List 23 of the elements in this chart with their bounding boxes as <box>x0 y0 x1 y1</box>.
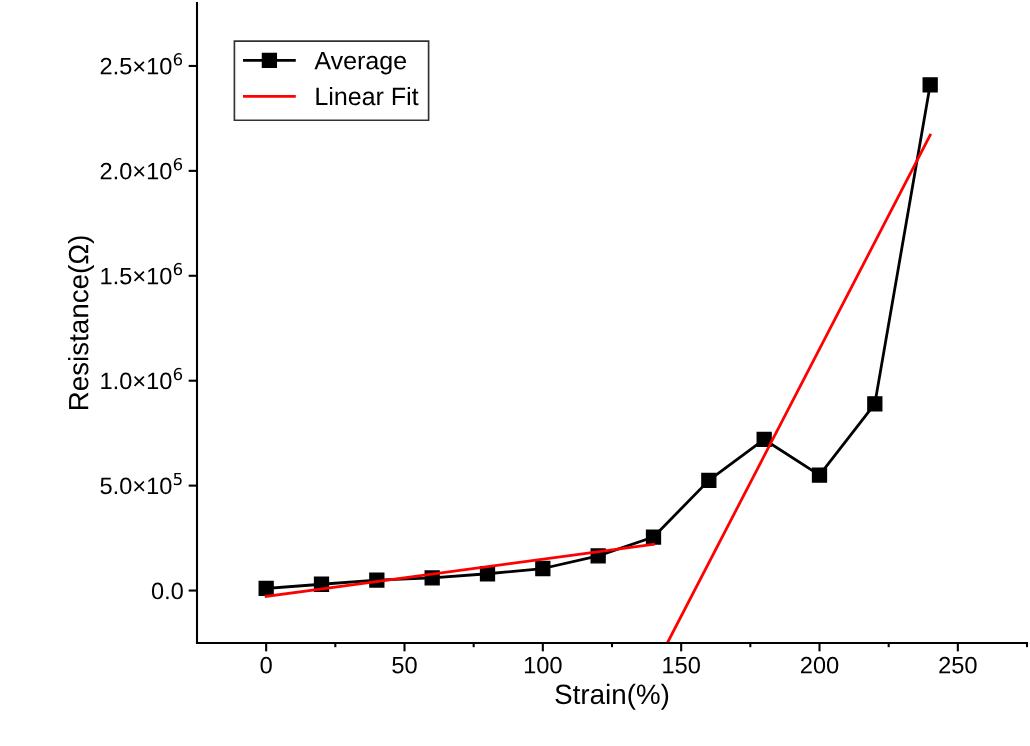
y-axis-title: Resistance(Ω) <box>68 236 94 410</box>
y-tick-label: 2.5×10$^{6}$ <box>100 53 183 75</box>
point <box>701 472 717 489</box>
point <box>922 77 938 93</box>
x-tick-label: 150 <box>663 656 700 674</box>
x-axis-title: Strain(%) <box>555 683 669 710</box>
point <box>867 396 883 412</box>
x-tick-label: 200 <box>800 656 839 674</box>
x-tick-label: 250 <box>939 656 977 674</box>
legend-label: Linear Fit <box>316 86 419 106</box>
point <box>258 580 274 597</box>
y-tick-label: 5.0×10$^{5}$ <box>100 472 182 495</box>
legend-label: Average <box>314 52 406 75</box>
y-tick-label: 1.5×10$^{6}$ <box>101 262 183 285</box>
x-tick-label: 100 <box>524 656 562 674</box>
y-tick-label: 1.0×10$^{6}$ <box>101 367 183 390</box>
y-tick-label: 2.0×10$^{6}$ <box>100 157 183 180</box>
point <box>645 529 662 545</box>
point <box>811 467 828 483</box>
point <box>535 560 551 577</box>
x-tick-label: 50 <box>392 656 417 674</box>
y-tick-label: 0.0 <box>151 582 183 600</box>
x-tick-label: 0 <box>260 656 272 674</box>
